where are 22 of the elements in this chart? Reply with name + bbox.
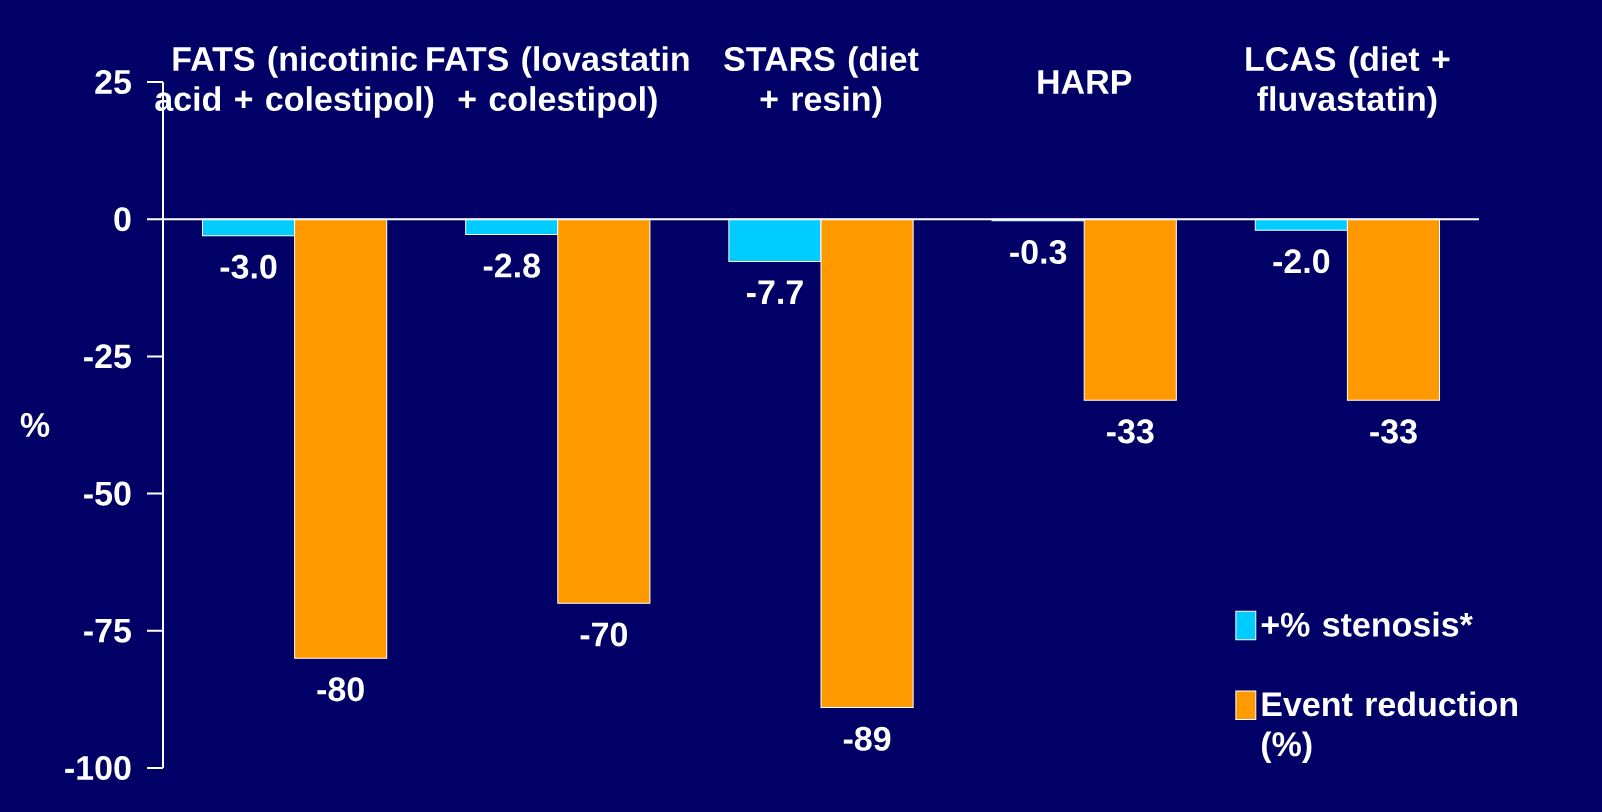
x-tick-label: LCAS (diet + fluvastatin): [1246, 46, 1450, 118]
y-tick-label: -25: [84, 344, 131, 369]
y-axis-title: %: [20, 413, 50, 437]
data-label: -2.0: [1273, 249, 1330, 274]
data-label: -80: [317, 677, 364, 702]
y-tick-label: -75: [84, 618, 131, 643]
data-label: -0.3: [1010, 239, 1067, 265]
y-tick-label: 0: [114, 207, 131, 232]
y-tick-label: 25: [95, 69, 131, 95]
x-tick-label: HARP: [1038, 70, 1132, 94]
data-label: -70: [580, 622, 628, 647]
data-label: -3.0: [220, 254, 277, 279]
y-tick-label: -50: [84, 481, 131, 506]
legend-label: Event reduction (%): [1261, 691, 1517, 764]
data-label: -89: [843, 726, 891, 751]
legend-label: +% stenosis*: [1261, 611, 1473, 637]
x-tick-label: STARS (diet + resin): [724, 46, 919, 118]
data-label: -33: [1107, 419, 1154, 444]
y-tick-label: -100: [65, 755, 131, 781]
data-label: -2.8: [483, 253, 541, 278]
data-label: -33: [1370, 419, 1417, 444]
data-label: -7.7: [746, 280, 803, 304]
